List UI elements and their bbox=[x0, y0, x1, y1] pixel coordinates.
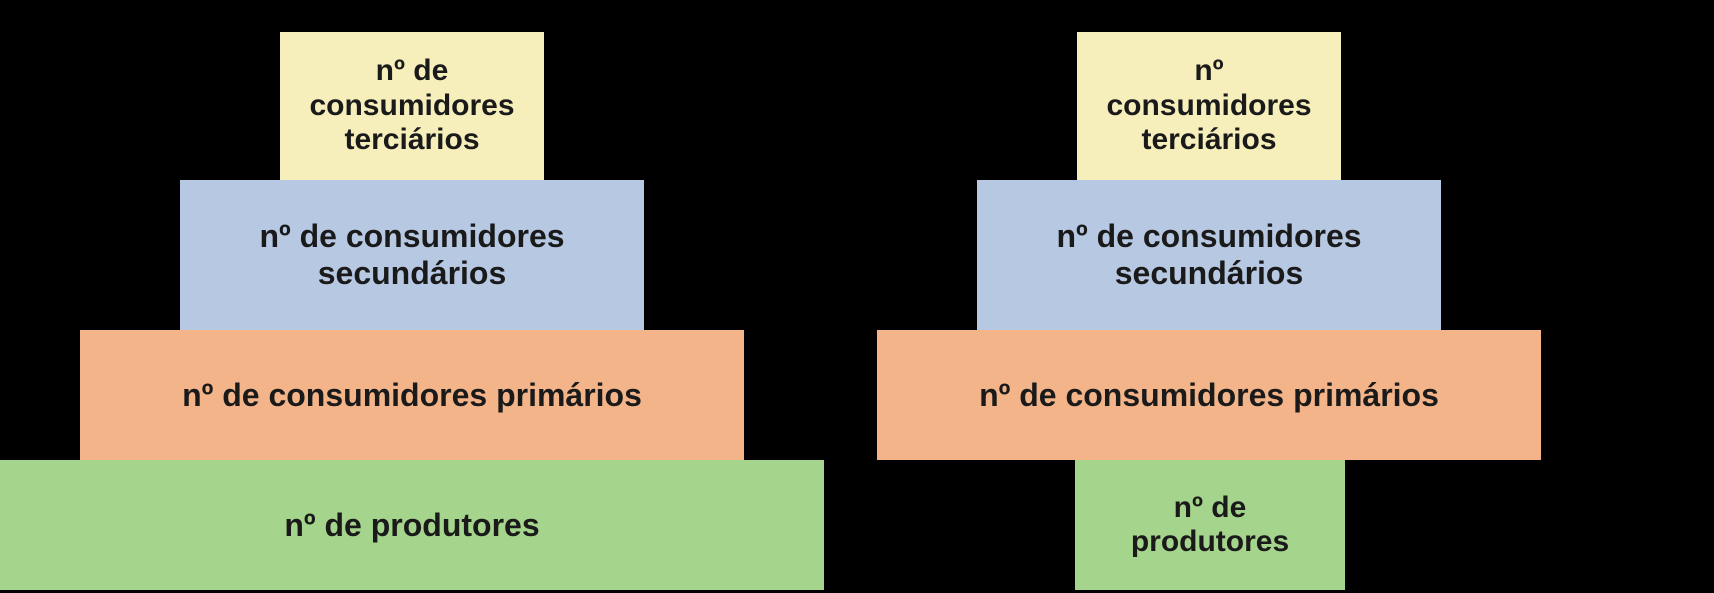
right-level-producers: nº de produtores bbox=[1075, 460, 1345, 590]
right-level-primary: nº de consumidores primários bbox=[877, 330, 1541, 460]
label: nº de consumidores secundários bbox=[1056, 218, 1361, 292]
left-level-secondary: nº de consumidores secundários bbox=[180, 180, 644, 330]
label: nº de consumidores primários bbox=[182, 377, 642, 414]
label: nº de produtores bbox=[284, 507, 539, 544]
left-level-tertiary: nº de consumidores terciários bbox=[280, 32, 544, 180]
diagram-canvas: nº de produtores nº de consumidores prim… bbox=[0, 0, 1714, 593]
label: nº de consumidores secundários bbox=[259, 218, 564, 292]
label: nº de produtores bbox=[1131, 491, 1289, 560]
right-level-tertiary: nº consumidores terciários bbox=[1077, 32, 1341, 180]
label: nº de consumidores primários bbox=[979, 377, 1439, 414]
label: nº consumidores terciários bbox=[1106, 54, 1311, 158]
right-level-secondary: nº de consumidores secundários bbox=[977, 180, 1441, 330]
left-level-producers: nº de produtores bbox=[0, 460, 824, 590]
left-level-primary: nº de consumidores primários bbox=[80, 330, 744, 460]
label: nº de consumidores terciários bbox=[309, 54, 514, 158]
